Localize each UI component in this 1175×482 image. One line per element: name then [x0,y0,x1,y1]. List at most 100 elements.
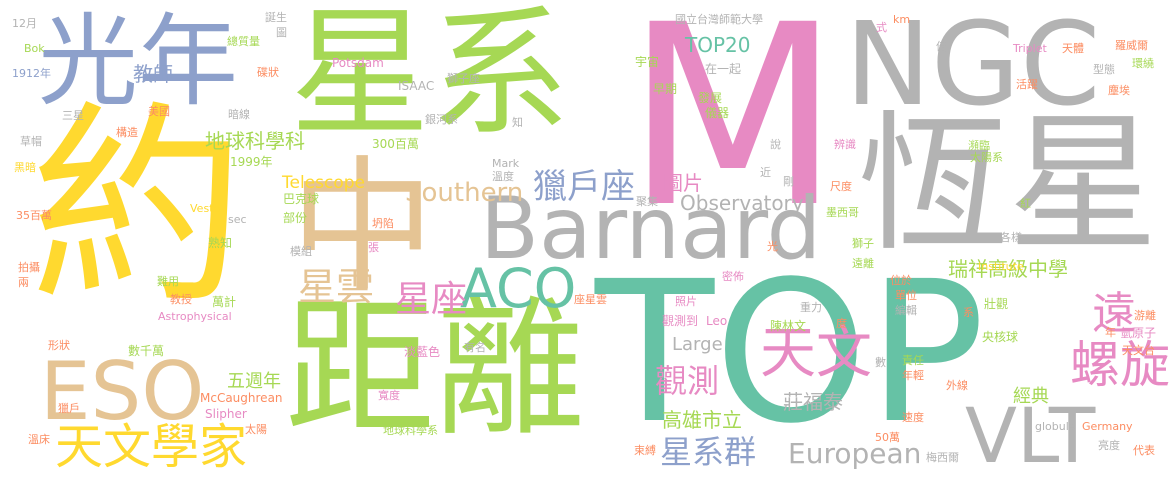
word-xingtai: 型態 [1093,63,1115,76]
word-anxian: 暗線 [228,108,250,121]
word-top20: TOP20 [685,33,751,57]
word-tupian: 圖片 [663,171,703,195]
word-yangxinqiu: 央核球 [982,330,1019,344]
word-shuzhi: 熟知 [208,236,233,250]
word-youming: 有名 [464,341,486,354]
word-ngc: NGC [845,0,1101,132]
word-1912: 1912年 [12,67,51,80]
word-ruixiang: 瑞祥高級中學 [948,257,1068,281]
word-danlanse: 淡藍色 [404,345,441,359]
word-chenai: 塵埃 [1108,84,1130,97]
word-geyang: 各樣 [1000,231,1022,244]
word-zeren: 責任 [902,354,924,367]
word-diqiukexueke: 地球科學科 [205,129,305,153]
word-jiaoshi: 教師 [133,62,173,86]
word-gaoxiong: 高雄市立 [662,408,742,432]
word-lie: 獵戶 [58,402,80,415]
word-sanxing: 三星 [62,109,84,122]
word-astrophysical: Astrophysical [158,310,232,323]
word-shizi: 獅子 [852,237,874,250]
word-shi: 式 [876,21,887,34]
word-sudu: 速度 [902,411,924,424]
word-shu: 數 [875,356,886,369]
word-germany: Germany [1082,420,1133,433]
word-huoyue: 活躍 [1016,78,1038,91]
word-slipher: Slipher [205,407,247,421]
word-globule: globule [1035,420,1076,433]
word-guang: 光 [767,240,778,253]
word-southern: Southern [405,178,524,208]
word-wenchuang: 溫床 [28,433,50,446]
word-shizizuo: 獅子座 [447,72,480,85]
word-zhong: 中 [290,143,435,312]
word-observatory: Observatory [680,191,804,215]
word-chenlinwen: 陳林文 [770,319,807,333]
word-tianwen: 天文 [760,321,872,386]
word-diqiukexuexi: 地球科學系 [383,424,438,437]
word-m: M [625,0,841,262]
word-xingyun: 星雲 [298,265,375,309]
word-european: European [788,437,922,470]
word-zhuangfutai: 莊福泰 [783,390,843,414]
word-aco: ACO [460,257,577,320]
word-bakeqiu: 巴克球 [283,192,320,206]
word-jiaoshou: 教授 [170,293,192,306]
word-guangnian: 光年 [38,3,238,120]
word-chidu: 尺度 [830,180,852,193]
word-moxige: 墨西哥 [826,206,859,219]
word-50wan: 50萬 [875,431,900,444]
word-zaoqi: 早期 [653,82,678,96]
word-nanyong: 難用 [157,275,179,288]
word-guocetao: 觀測到 [662,314,699,328]
word-zhi: 知 [512,116,523,129]
word-danwei: 單位 [895,289,917,302]
word-xi: 系 [963,306,974,319]
word-huanrao: 環繞 [1132,57,1154,70]
word-zuoxingyun: 座星雲 [574,293,607,306]
word-nian: 年 [1105,326,1116,339]
word-liehuzuo: 獵戶座 [533,167,635,207]
word-shuqianwan: 數千萬 [128,344,165,358]
word-tianwenxuejia: 天文學家 [55,419,248,475]
word-300baiwan: 300百萬 [372,137,419,151]
word-nianqing: 年輕 [902,369,924,382]
word-12yue: 12月 [12,17,37,30]
word-35baiwan: 35百萬 [16,209,52,222]
word-tianwentai: 天文台 [1122,344,1155,357]
word-yuzhou: 宇宙 [635,55,660,69]
word-hengxing: 恆星 [858,98,1159,272]
word-fazhan: 發展 [698,91,723,105]
word-tianti: 天體 [1062,42,1084,55]
word-leo: Leo [706,314,728,328]
word-bianshi: 辨識 [834,138,856,151]
word-qiqiuzi: 氫原子 [1120,326,1157,340]
word-zongzhiliang: 總質量 [227,35,260,48]
word-top: TOP [595,239,986,466]
word-institute: Institute [978,260,1024,273]
word-telescope: Telescope [282,173,365,193]
word-tu: 圖 [276,26,287,39]
word-potsdam: Potsdam [332,56,384,70]
word-heian: 黑暗 [14,161,36,174]
word-mark: Mark [492,157,520,170]
word-vlt: VLT [965,391,1096,480]
word-bei: 倍 [936,40,947,53]
word-triplet: Triplet [1013,42,1047,55]
word-sec: sec [228,213,247,226]
word-1999: 1999年 [230,155,273,169]
word-zhaopian: 照片 [675,295,697,308]
word-wuzhounian: 五週年 [227,371,281,392]
word-liangdu: 亮度 [1098,439,1120,452]
word-paishe: 拍攝 [18,261,40,274]
word-gang: 剛 [783,175,794,188]
word-xingxi: 星系 [290,0,571,156]
word-du: 度 [836,317,847,330]
word-zhongli: 重力 [800,301,822,314]
word-bufen: 部份 [283,211,308,225]
word-vesto: Vesto [190,202,221,215]
word-luoweier: 羅威爾 [1115,39,1148,52]
word-yuan: 遠 [1092,288,1136,339]
word-gouzao: 構造 [116,126,138,139]
word-taiyangxi: 太陽系 [970,151,1003,164]
word-bianji: 編輯 [895,304,917,317]
